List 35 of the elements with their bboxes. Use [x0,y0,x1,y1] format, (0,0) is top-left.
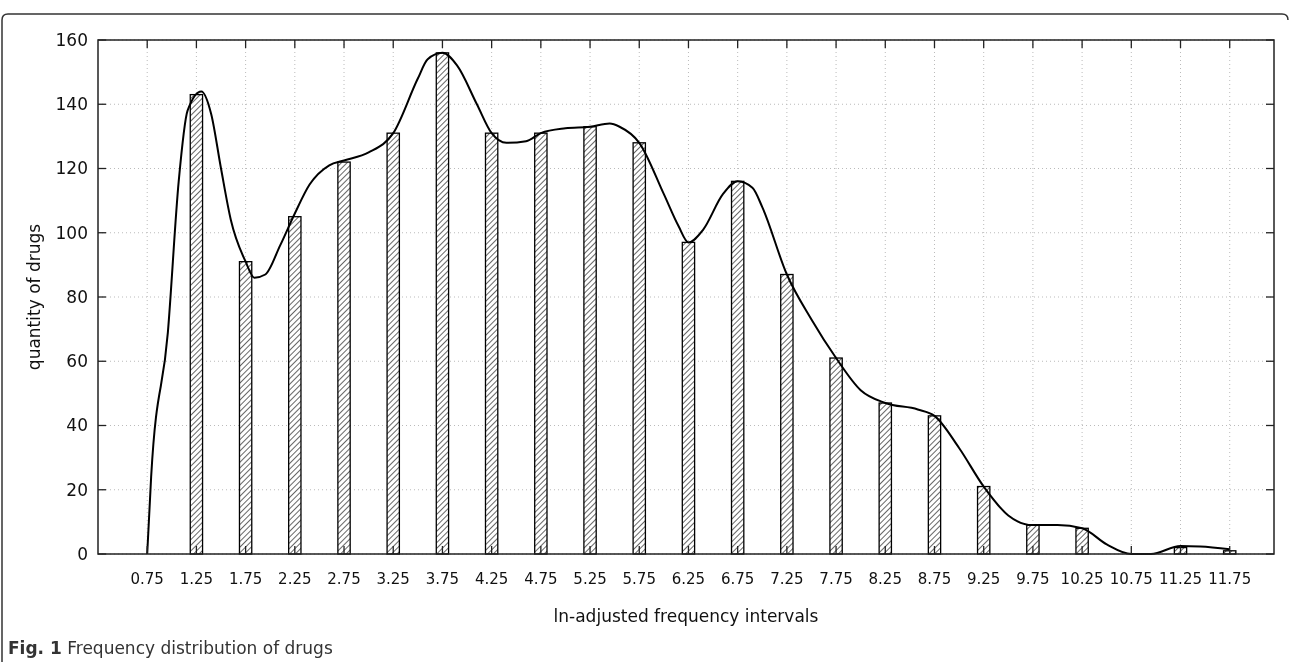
x-tick-label: 2.75 [327,570,361,588]
x-tick-label: 8.75 [917,570,952,588]
x-tick-label: 11.25 [1159,570,1202,588]
x-axis-title: ln-adjusted frequency intervals [553,606,819,626]
x-tick-label: 8.25 [868,570,902,588]
x-tick-label: 5.25 [573,570,607,588]
x-tick-label: 0.75 [130,570,164,588]
x-tick-label: 9.75 [1016,570,1050,588]
y-tick-label: 40 [66,415,88,436]
x-tick-label: 3.75 [425,570,460,588]
y-axis-title: quantity of drugs [24,223,44,371]
x-tick-label: 2.25 [278,570,312,588]
x-tick-label: 4.75 [524,570,558,588]
y-tick-label: 0 [77,543,88,564]
x-tick-label: 6.25 [671,570,706,588]
x-tick-label: 1.25 [179,570,214,588]
x-tick-label: 10.75 [1109,570,1153,588]
y-tick-label: 140 [55,94,88,115]
caption: Fig. 1 Frequency distribution of drugs [8,638,333,658]
x-tick-label: 6.75 [720,570,755,588]
y-tick-label: 20 [66,479,88,500]
y-tick-label: 80 [66,286,88,307]
y-tick-label: 60 [66,351,88,372]
y-tick-label: 120 [55,158,88,179]
x-tick-label: 7.75 [819,570,853,588]
x-tick-label: 7.25 [770,570,804,588]
x-tick-label: 3.25 [376,570,410,588]
x-tick-label: 1.75 [228,570,263,588]
y-tick-label: 160 [55,29,88,50]
x-tick-label: 11.75 [1208,570,1252,588]
x-tick-label: 4.25 [474,570,509,588]
x-tick-label: 5.75 [622,570,656,588]
y-tick-label: 100 [55,222,88,243]
x-tick-label: 10.25 [1060,570,1104,588]
x-tick-label: 9.25 [966,570,1001,588]
